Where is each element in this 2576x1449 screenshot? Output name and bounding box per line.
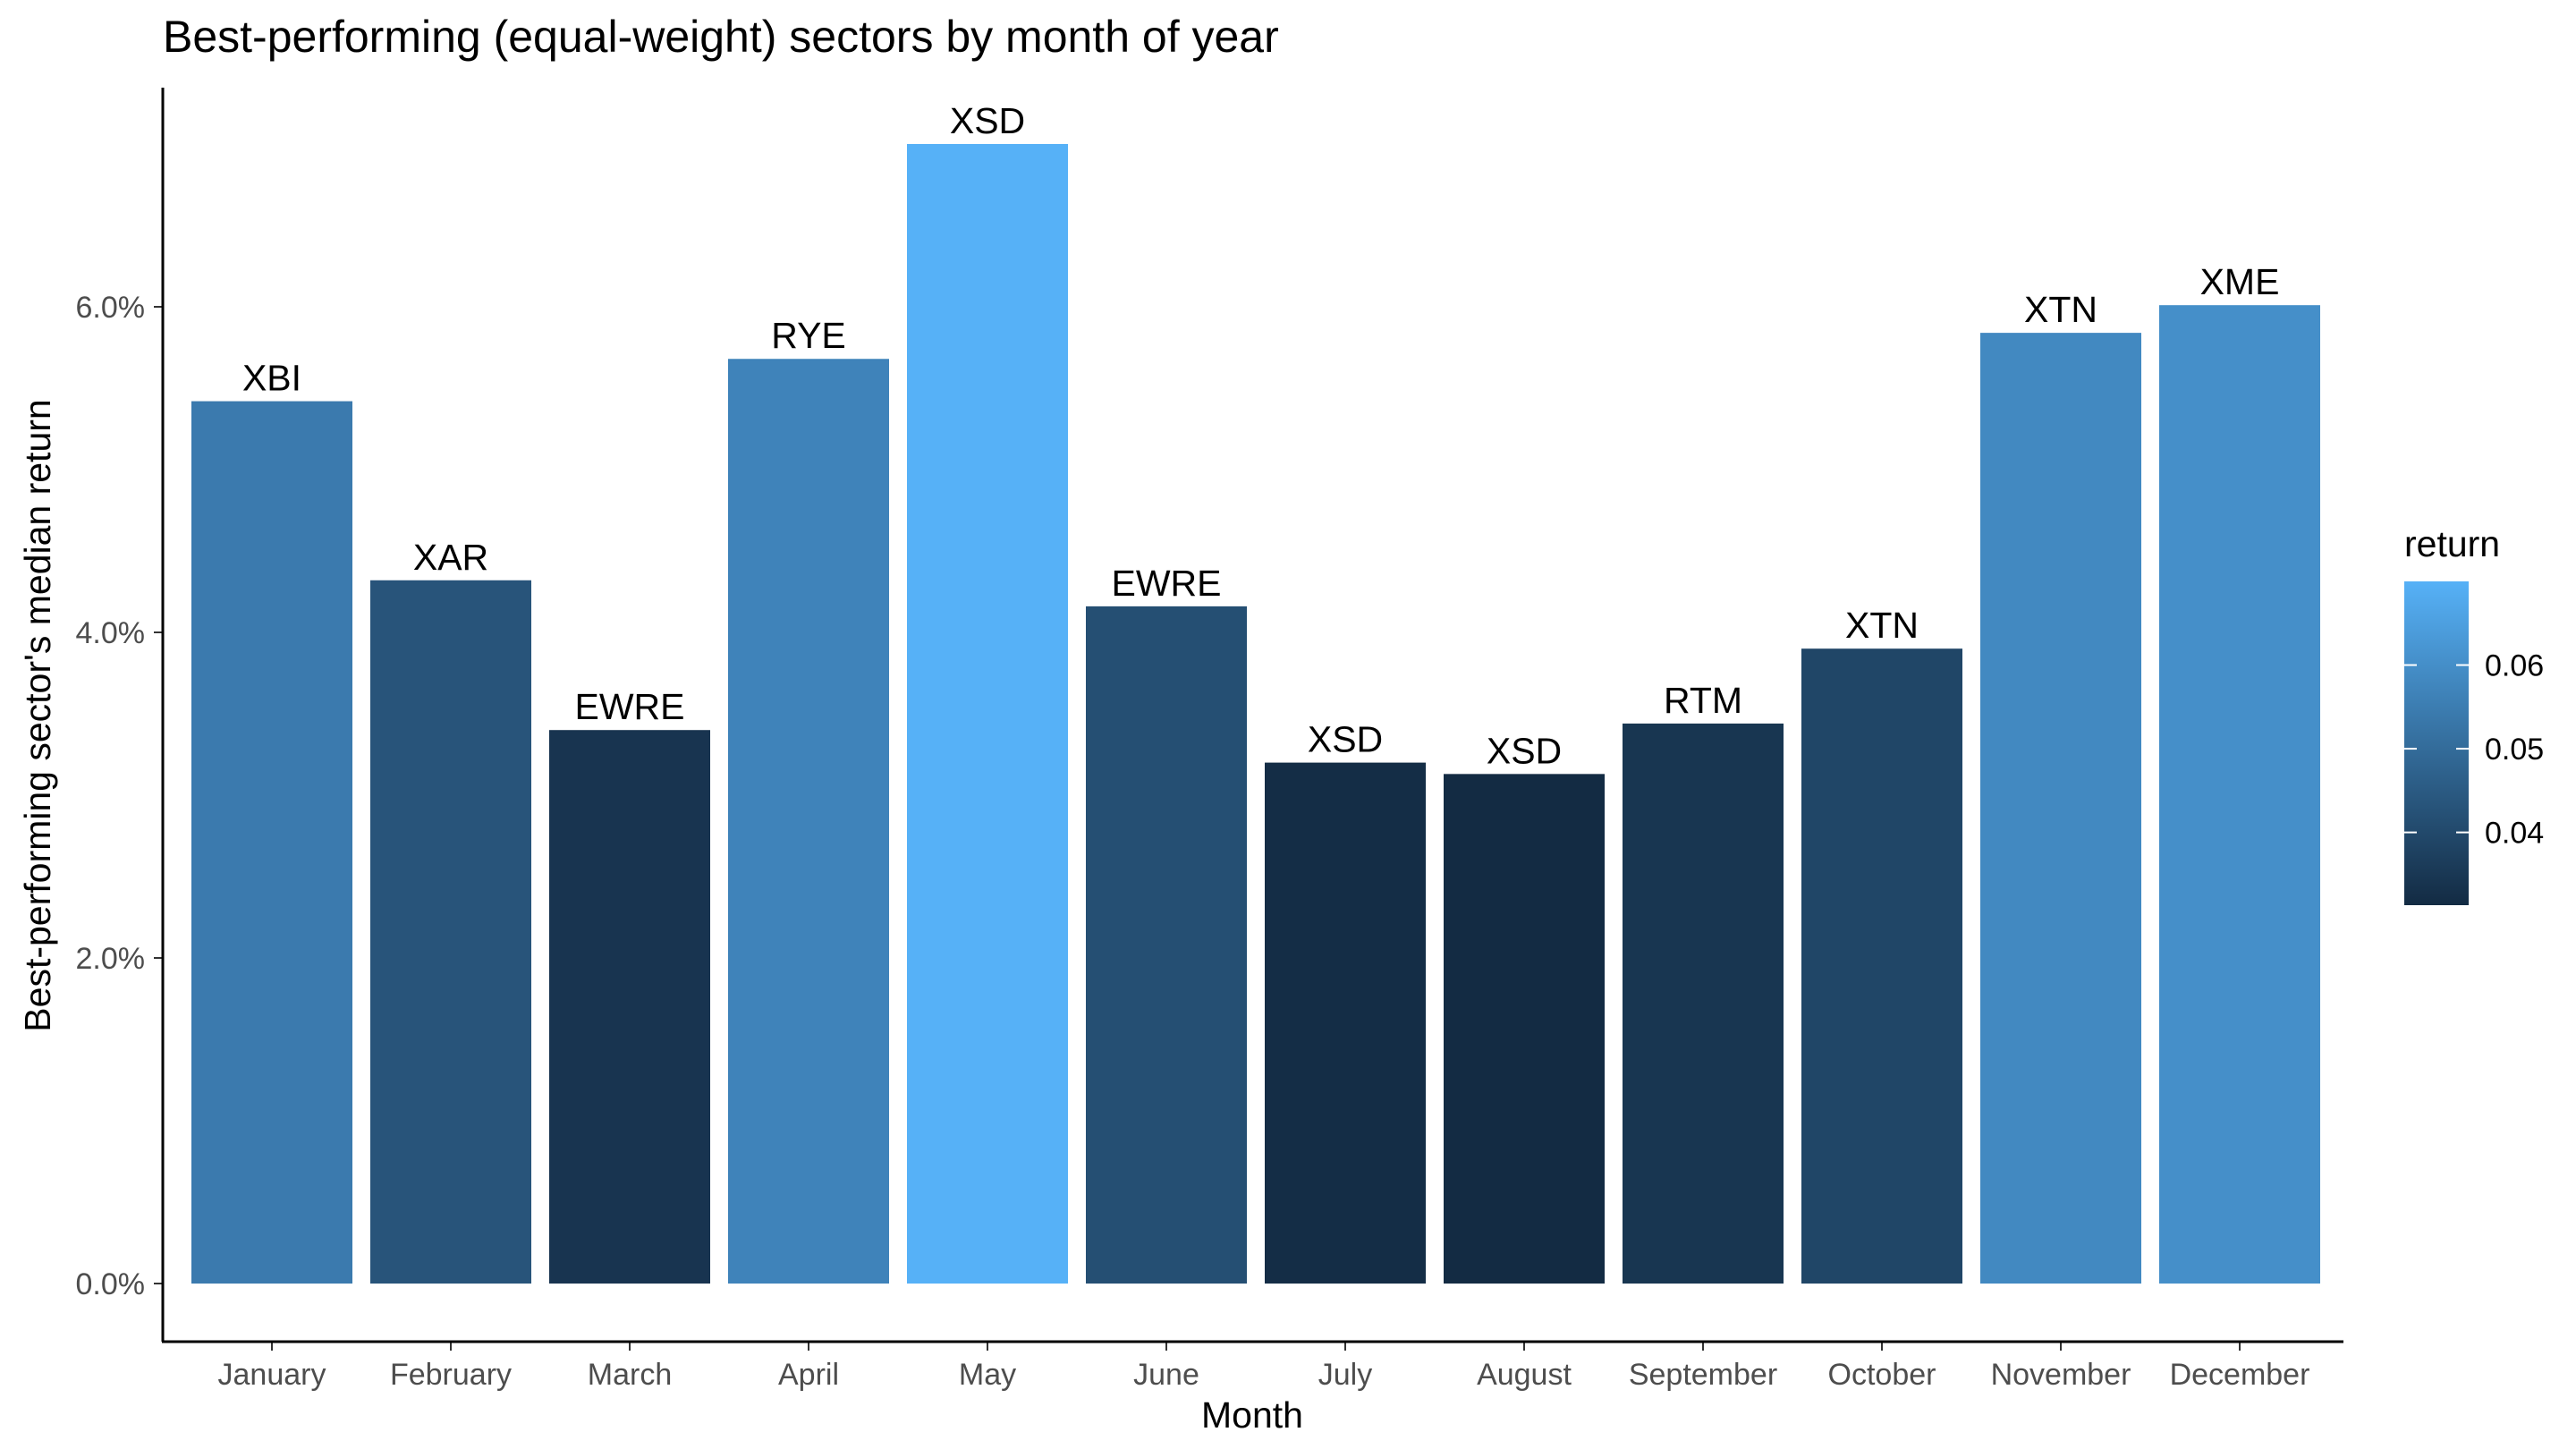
x-tick-label: September bbox=[1629, 1358, 1777, 1392]
bars bbox=[191, 144, 2320, 1284]
bar-january bbox=[191, 401, 352, 1284]
bar-december bbox=[2159, 305, 2320, 1284]
bar-label: XME bbox=[2200, 261, 2280, 302]
bar-label: XTN bbox=[2024, 289, 2097, 330]
bar-label: XSD bbox=[1308, 719, 1383, 760]
bar-may bbox=[907, 144, 1068, 1284]
bar-october bbox=[1801, 648, 1962, 1284]
legend-ticks: 0.04 0.05 0.06 bbox=[2404, 649, 2544, 851]
bar-label: RYE bbox=[771, 315, 846, 356]
y-axis-label: Best-performing sector's median return bbox=[17, 399, 58, 1031]
legend-tick-label: 0.05 bbox=[2485, 733, 2544, 767]
x-axis-label: Month bbox=[1201, 1394, 1303, 1436]
bar-april bbox=[728, 359, 889, 1284]
x-axis-ticks: January February March April May June July Augu… bbox=[218, 1342, 2310, 1392]
legend-tick-label: 0.04 bbox=[2485, 817, 2544, 851]
legend-title: return bbox=[2404, 523, 2500, 564]
bar-label: XSD bbox=[950, 100, 1025, 141]
x-tick-label: April bbox=[778, 1358, 839, 1392]
bar-august bbox=[1444, 774, 1605, 1284]
bar-label: RTM bbox=[1664, 680, 1742, 721]
x-tick-label: January bbox=[218, 1358, 326, 1392]
bar-september bbox=[1623, 723, 1784, 1284]
x-tick-label: July bbox=[1318, 1358, 1372, 1392]
x-tick-label: December bbox=[2170, 1358, 2310, 1392]
legend-tick-label: 0.06 bbox=[2485, 649, 2544, 683]
x-tick-label: October bbox=[1828, 1358, 1936, 1392]
bar-label: XTN bbox=[1845, 605, 1919, 646]
bar-march bbox=[549, 730, 710, 1284]
bar-july bbox=[1265, 762, 1426, 1284]
x-tick-label: March bbox=[588, 1358, 672, 1392]
chart-title: Best-performing (equal-weight) sectors b… bbox=[163, 12, 1279, 62]
x-tick-label: February bbox=[390, 1358, 512, 1392]
x-tick-label: November bbox=[1991, 1358, 2131, 1392]
x-tick-label: August bbox=[1477, 1358, 1572, 1392]
bar-november bbox=[1980, 333, 2141, 1284]
legend: return 0.04 0.05 0.06 bbox=[2404, 523, 2544, 905]
x-tick-label: May bbox=[959, 1358, 1016, 1392]
bar-labels: XBI XAR EWRE RYE XSD EWRE XSD XSD RTM XTN XTN XME bbox=[242, 100, 2279, 771]
bar-label: XSD bbox=[1487, 730, 1562, 771]
bar-february bbox=[370, 580, 531, 1284]
x-tick-label: June bbox=[1133, 1358, 1199, 1392]
y-tick-label: 2.0% bbox=[76, 942, 146, 976]
bar-june bbox=[1086, 606, 1247, 1284]
y-axis-ticks: 0.0% 2.0% 4.0% 6.0% bbox=[76, 291, 163, 1301]
y-tick-label: 4.0% bbox=[76, 616, 146, 650]
bar-label: EWRE bbox=[575, 686, 685, 727]
bar-label: XAR bbox=[413, 537, 488, 578]
bar-label: XBI bbox=[242, 358, 301, 399]
y-tick-label: 6.0% bbox=[76, 291, 146, 325]
bar-label: EWRE bbox=[1112, 563, 1222, 604]
y-tick-label: 0.0% bbox=[76, 1267, 146, 1301]
legend-colorbar bbox=[2404, 581, 2469, 905]
